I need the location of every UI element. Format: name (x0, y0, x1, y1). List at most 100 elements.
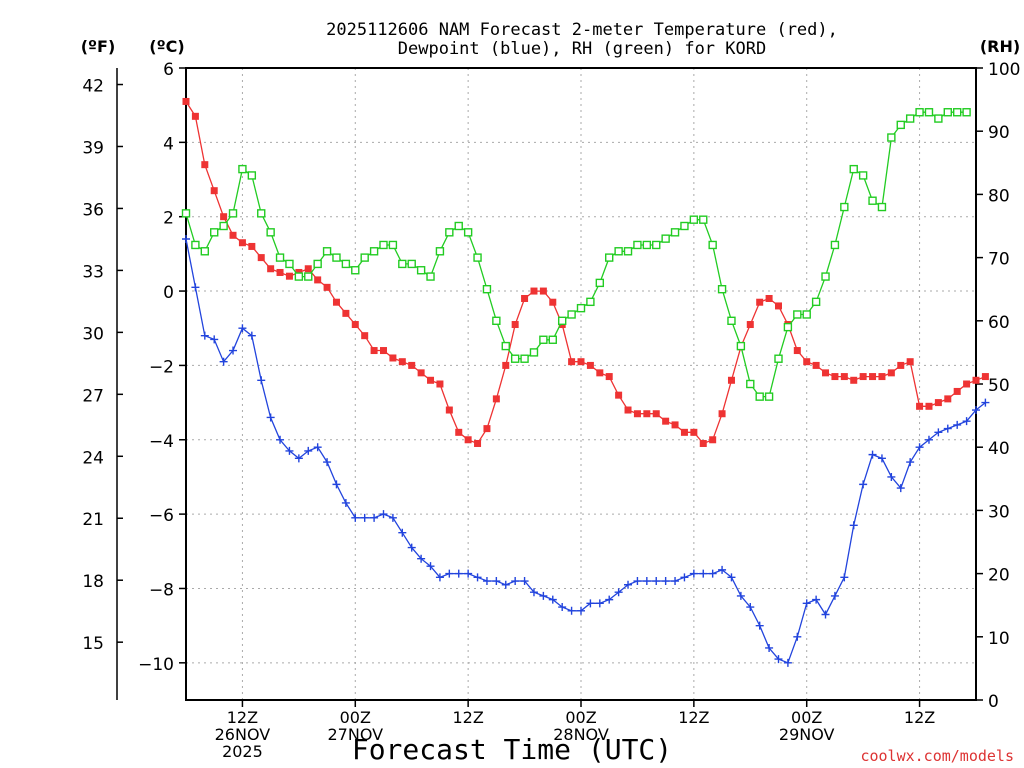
dewpoint-point (802, 599, 811, 608)
rh-point (313, 259, 322, 269)
temperature-point (925, 402, 933, 410)
dewpoint-point (896, 484, 905, 493)
rh-point (285, 259, 294, 269)
temperature-point (191, 112, 199, 120)
chart-title-line2: Dewpoint (blue), RH (green) for KORD (398, 39, 766, 59)
celsius-unit-label: (ºC) (149, 37, 184, 56)
temperature-point (831, 373, 839, 381)
dewpoint-point (877, 454, 886, 463)
x-axis-title: Forecast Time (UTC) (352, 733, 672, 766)
rh-point (924, 108, 934, 117)
rh-point (322, 247, 332, 256)
dewpoint-point (633, 577, 642, 586)
dewpoint-point (868, 450, 877, 459)
temperature-point (652, 410, 660, 418)
rh-point (849, 164, 858, 174)
rh-point (962, 108, 971, 117)
dewpoint-point (793, 632, 802, 641)
plot-frame (185, 67, 977, 701)
celsius-tick-label: −10 (138, 655, 174, 675)
temperature-point (944, 395, 952, 403)
rh-point (689, 215, 699, 224)
temperature-point (615, 391, 623, 399)
rh-point (746, 379, 755, 389)
dewpoint-point (200, 331, 209, 340)
rh-point (783, 322, 793, 332)
dewpoint-point (332, 480, 341, 489)
rh-tick-label: 10 (988, 629, 1010, 649)
dewpoint-point (529, 588, 538, 597)
celsius-ticks: 6 4 2 0 −2 −4 −6 −8 −10 (138, 60, 186, 675)
rh-point (257, 209, 266, 218)
dewpoint-point (972, 406, 980, 415)
dewpoint-point (482, 577, 491, 586)
rh-point (652, 240, 661, 250)
grid (186, 68, 976, 700)
celsius-tick-label: −2 (149, 357, 174, 377)
rh-point (934, 114, 943, 123)
temperature-point (257, 254, 265, 262)
temperature-point (906, 358, 914, 366)
temperature-point (662, 417, 670, 425)
dewpoint-point (360, 513, 369, 522)
temperature-point (304, 265, 312, 273)
rh-point (802, 310, 811, 319)
dewpoint-point (388, 513, 397, 522)
fahrenheit-tick-label: 30 (82, 324, 104, 344)
time-tick-label: 26NOV (215, 725, 271, 744)
temperature-point (586, 361, 594, 369)
rh-point (708, 240, 717, 250)
dewpoint-point (511, 577, 520, 586)
rh-point (670, 228, 680, 237)
dewpoint-point (417, 554, 426, 563)
temperature-point (521, 294, 529, 302)
temperature-point (483, 425, 491, 433)
dewpoint-point (642, 577, 651, 586)
rh-point (661, 234, 670, 243)
dewpoint-point (219, 357, 228, 366)
celsius-tick-label: 4 (163, 134, 174, 154)
dewpoint-point (501, 580, 510, 589)
rh-point (398, 259, 407, 269)
fahrenheit-tick-label: 27 (82, 386, 104, 406)
dewpoint-point (577, 606, 585, 615)
dewpoint-point (689, 569, 698, 578)
series-line-2 (185, 111, 967, 398)
dewpoint-point (285, 446, 294, 455)
temperature-point (361, 332, 369, 340)
dewpoint-point (821, 610, 830, 619)
temperature-point (690, 428, 698, 436)
time-tick-label: 12Z (452, 708, 483, 727)
dewpoint-point (718, 565, 727, 574)
temperature-point (963, 380, 971, 388)
rh-point (764, 392, 774, 401)
rh-point (529, 348, 539, 357)
rh-point (369, 247, 379, 256)
fahrenheit-tick-label: 15 (82, 634, 104, 654)
rh-point (238, 164, 247, 174)
temperature-point (596, 369, 604, 377)
temperature-point (577, 358, 585, 366)
rh-point (210, 228, 219, 237)
dewpoint-point (370, 513, 379, 522)
rh-point (539, 335, 548, 344)
temperature-point (436, 380, 444, 388)
dewpoint-point (671, 577, 680, 586)
dewpoint-point (755, 621, 764, 630)
rh-point (858, 171, 868, 180)
dewpoint-point (906, 458, 915, 467)
rh-point (952, 108, 962, 117)
temperature-point (897, 361, 905, 369)
dewpoint-point (849, 521, 858, 530)
dewpoint-point (276, 435, 285, 444)
rh-point (416, 266, 426, 275)
rh-point (586, 297, 595, 307)
rh-point (473, 253, 482, 262)
temperature-point (624, 406, 632, 414)
fahrenheit-tick-label: 33 (82, 262, 104, 282)
temperature-point (380, 347, 387, 355)
rh-point (868, 196, 877, 205)
rh-point (426, 272, 435, 281)
rh-point (181, 209, 191, 218)
temperature-point (238, 239, 246, 247)
